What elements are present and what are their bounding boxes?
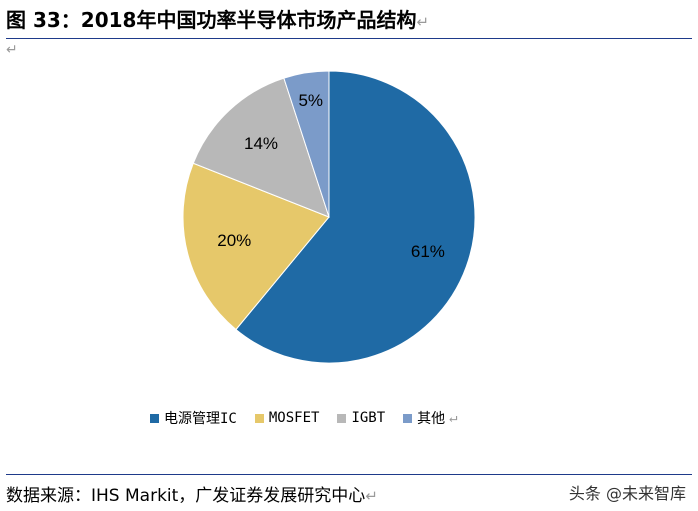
source-divider	[6, 474, 692, 475]
legend-swatch	[254, 413, 264, 423]
pie-label-igbt: 14%	[244, 134, 278, 153]
legend-label: 电源管理IC	[164, 411, 237, 427]
pie-label-mosfet: 20%	[217, 231, 251, 250]
legend-item-igbt: IGBT	[337, 410, 385, 426]
paragraph-mark: ↵	[449, 410, 458, 426]
legend-item-power-ic: 电源管理IC	[150, 408, 237, 428]
pie-slice-other	[283, 70, 330, 218]
source-text: 数据来源：IHS Markit，广发证券发展研究中心	[6, 486, 366, 506]
paragraph-mark: ↵	[365, 487, 378, 505]
pie-label-other: 5%	[298, 91, 323, 110]
legend-item-other: 其他	[403, 408, 445, 428]
legend-swatch	[403, 413, 413, 423]
figure-title: 图 33：2018年中国功率半导体市场产品结构↵	[6, 4, 429, 33]
legend-label: MOSFET	[268, 410, 320, 426]
title-divider	[6, 38, 692, 39]
legend-label: 其他	[417, 411, 446, 427]
legend-swatch	[337, 413, 347, 423]
chart-legend: 电源管理IC MOSFET IGBT 其他 ↵	[150, 408, 458, 428]
legend-label: IGBT	[351, 410, 386, 426]
pie-label-power-ic: 61%	[411, 242, 445, 261]
paragraph-mark: ↵	[416, 13, 430, 31]
source-note: 数据来源：IHS Markit，广发证券发展研究中心↵	[6, 481, 378, 506]
pie-slice-power-ic	[235, 70, 476, 364]
legend-item-mosfet: MOSFET	[254, 410, 320, 426]
figure-title-text: 图 33：2018年中国功率半导体市场产品结构	[6, 8, 417, 32]
legend-swatch	[150, 413, 159, 423]
pie-slice-mosfet	[182, 162, 330, 331]
watermark-text: 头条 @未来智库	[568, 484, 686, 503]
paragraph-mark: ↵	[6, 42, 18, 58]
